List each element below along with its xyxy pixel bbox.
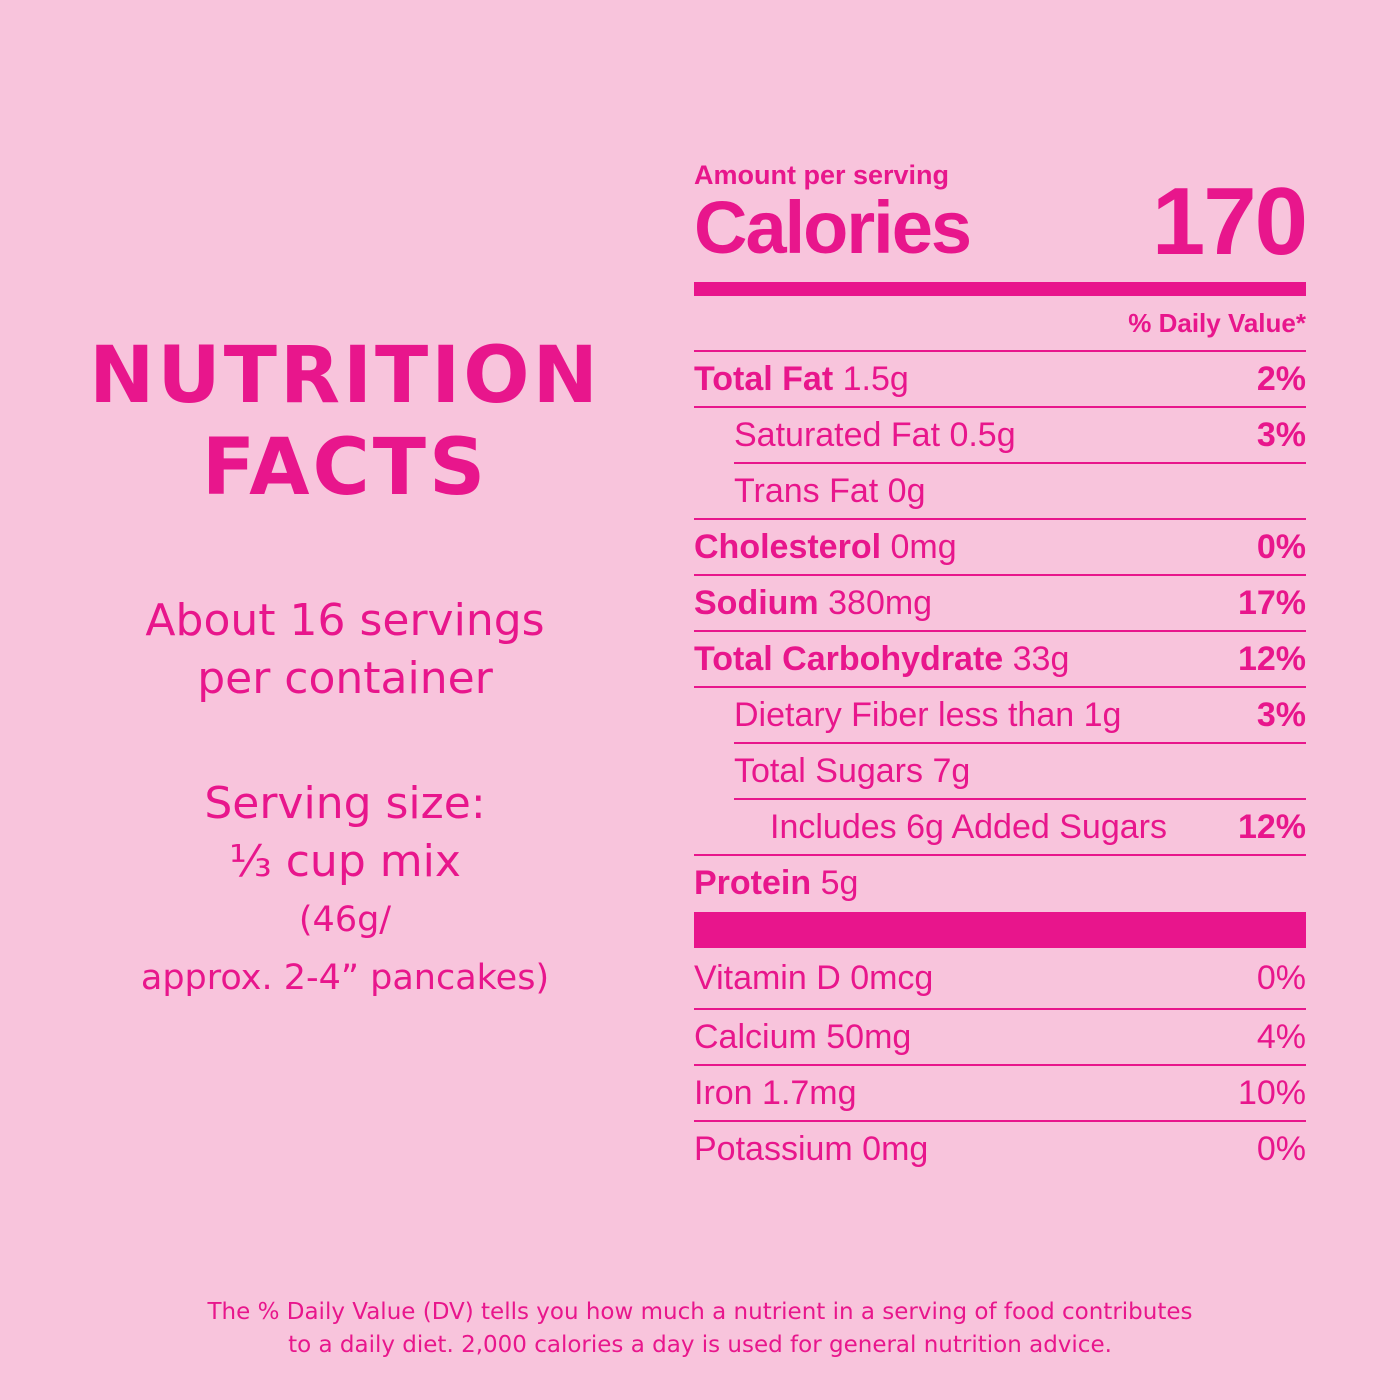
nutrient-dv: 12%	[1237, 639, 1306, 678]
nutrient-name: Total Fat	[694, 359, 834, 398]
vitamin-label: Vitamin D 0mcg	[694, 958, 934, 997]
nutrient-dv: 17%	[1237, 583, 1306, 622]
nutrient-amount: 0mg	[890, 527, 957, 566]
calories-value: 170	[1151, 168, 1308, 275]
nutrition-facts-heading: NUTRITION FACTS	[40, 330, 650, 514]
nutrient-amount: Trans Fat 0g	[734, 471, 926, 510]
vitamin-row-iron: Iron 1.7mg 10%	[694, 1066, 1306, 1122]
nutrient-row-sodium: Sodium 380mg 17%	[694, 576, 1306, 632]
vitamin-row-potassium: Potassium 0mg 0%	[694, 1122, 1306, 1176]
serving-size-approx: approx. 2-4” pancakes)	[140, 958, 550, 998]
vitamin-label: Iron 1.7mg	[694, 1073, 857, 1112]
vitamin-label: Calcium 50mg	[694, 1017, 912, 1056]
calories-row: Calories 170	[694, 174, 1308, 270]
servings-line-1: About 16 servings	[145, 595, 545, 646]
serving-size: Serving size: ⅓ cup mix (46g/ approx. 2-…	[40, 775, 650, 1007]
nutrient-row-trans-fat: Trans Fat 0g	[694, 464, 1306, 520]
nutrient-dv: 12%	[1237, 807, 1306, 846]
nutrition-panel: Amount per serving Calories 170 % Daily …	[694, 158, 1308, 1176]
nutrient-name: Total Carbohydrate	[694, 639, 1004, 678]
nutrient-row-total-fat: Total Fat 1.5g 2%	[694, 352, 1306, 408]
nutrient-amount: Saturated Fat 0.5g	[734, 415, 1016, 454]
servings-per-container: About 16 servings per container	[40, 592, 650, 708]
daily-value-header: % Daily Value*	[694, 296, 1306, 352]
footnote-line-2: to a daily diet. 2,000 calories a day is…	[288, 1332, 1112, 1358]
calories-divider	[694, 282, 1306, 296]
nutrient-amount: Dietary Fiber less than 1g	[734, 695, 1122, 734]
nutrient-row-protein: Protein 5g	[694, 856, 1306, 910]
heading-line-1: NUTRITION	[89, 331, 601, 421]
nutrient-name: Sodium	[694, 583, 819, 622]
nutrient-amount: 5g	[820, 863, 859, 902]
vitamins-divider	[694, 912, 1306, 948]
calories-label: Calories	[694, 186, 972, 269]
vitamin-row-calcium: Calcium 50mg 4%	[694, 1010, 1306, 1066]
vitamin-dv: 4%	[1256, 1017, 1306, 1056]
vitamin-dv: 10%	[1237, 1073, 1306, 1112]
vitamin-label: Potassium 0mg	[694, 1129, 929, 1168]
nutrient-row-saturated-fat: Saturated Fat 0.5g 3%	[734, 408, 1306, 464]
nutrient-dv: 3%	[1256, 415, 1306, 454]
daily-value-footnote: The % Daily Value (DV) tells you how muc…	[100, 1296, 1300, 1362]
serving-size-amount: ⅓ cup mix	[229, 836, 461, 887]
heading-line-2: FACTS	[201, 423, 489, 513]
nutrient-amount: 380mg	[828, 583, 933, 622]
vitamin-dv: 0%	[1256, 958, 1306, 997]
nutrient-name: Protein	[694, 863, 812, 902]
amount-per-serving-label: Amount per serving	[694, 160, 950, 190]
nutrient-row-cholesterol: Cholesterol 0mg 0%	[694, 520, 1306, 576]
serving-size-grams: (46g/	[298, 900, 392, 940]
nutrient-dv: 2%	[1256, 359, 1306, 398]
vitamin-dv: 0%	[1256, 1129, 1306, 1168]
nutrient-amount: Total Sugars 7g	[734, 751, 971, 790]
servings-line-2: per container	[197, 653, 493, 704]
nutrient-dv: 0%	[1256, 527, 1306, 566]
nutrient-row-added-sugars: Includes 6g Added Sugars 12%	[694, 800, 1306, 856]
vitamin-row-vitamin-d: Vitamin D 0mcg 0%	[694, 948, 1306, 1010]
nutrient-dv: 3%	[1256, 695, 1306, 734]
nutrient-amount: Includes 6g Added Sugars	[770, 807, 1167, 846]
nutrient-amount: 33g	[1012, 639, 1070, 678]
nutrient-name: Cholesterol	[694, 527, 882, 566]
nutrient-amount: 1.5g	[842, 359, 909, 398]
nutrient-row-total-sugars: Total Sugars 7g	[734, 744, 1306, 800]
nutrient-row-dietary-fiber: Dietary Fiber less than 1g 3%	[734, 688, 1306, 744]
footnote-line-1: The % Daily Value (DV) tells you how muc…	[207, 1299, 1193, 1325]
serving-size-label: Serving size:	[204, 778, 486, 829]
nutrient-row-total-carbohydrate: Total Carbohydrate 33g 12%	[694, 632, 1306, 688]
